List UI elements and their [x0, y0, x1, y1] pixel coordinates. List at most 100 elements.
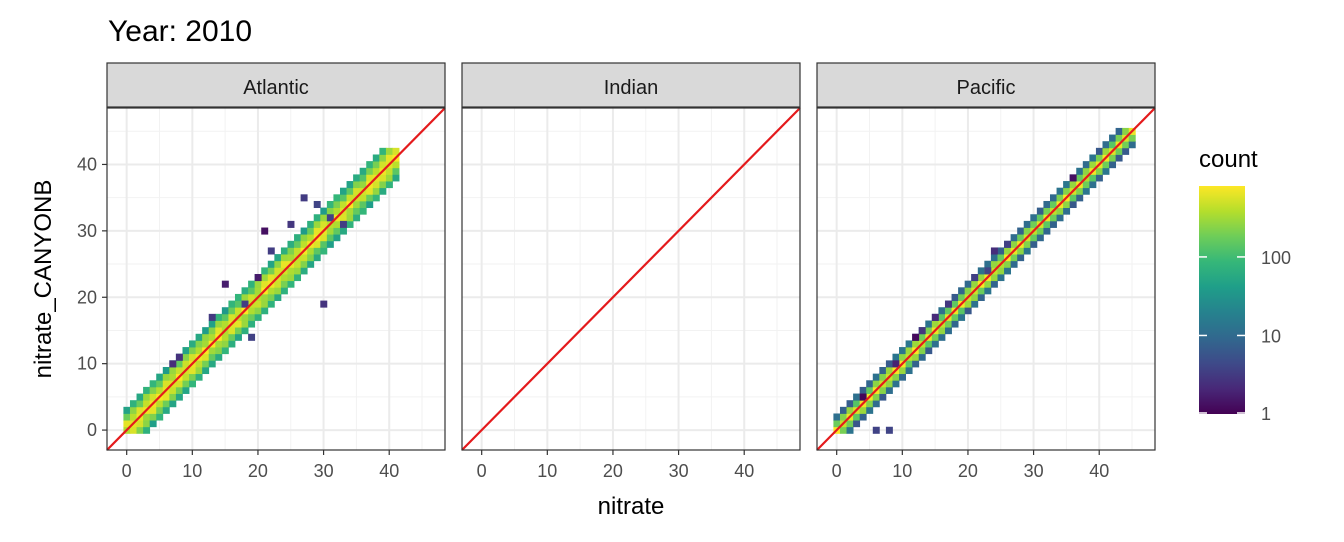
bin-cell [241, 327, 249, 335]
bin-cell [977, 293, 985, 301]
bin-cell [261, 293, 269, 301]
bin-cell [899, 353, 907, 361]
bin-cell [1122, 147, 1130, 155]
bin-cell [320, 247, 328, 255]
bin-cell [149, 380, 157, 388]
bin-cell [1036, 207, 1044, 215]
bin-cell [977, 274, 985, 282]
bin-cell [313, 227, 321, 235]
bin-cell [221, 340, 229, 348]
bin-cell [1109, 161, 1117, 169]
bin-cell [951, 313, 959, 321]
x-tick-label: 30 [1024, 461, 1044, 481]
bin-cell [1030, 220, 1038, 228]
bin-cell [938, 313, 946, 321]
bin-cell [379, 187, 387, 195]
facet-strip [106, 62, 446, 108]
bin-cell [326, 214, 334, 222]
bin-cell [300, 227, 308, 235]
bin-cell [143, 393, 151, 401]
bin-cell [1128, 134, 1136, 142]
bin-cell [958, 293, 966, 301]
bin-cell [234, 307, 242, 315]
bin-cell [885, 360, 893, 368]
bin-cell [346, 207, 354, 215]
bin-cell [918, 327, 926, 335]
bin-cell [366, 187, 374, 195]
legend-title: count [1199, 146, 1258, 173]
bin-cell [944, 327, 952, 335]
bin-cell [359, 181, 367, 189]
bin-cell [1017, 247, 1025, 255]
bin-cell [866, 406, 874, 414]
bin-cell [912, 340, 920, 348]
bin-cell [846, 420, 854, 428]
bin-cell [189, 373, 197, 381]
bin-cell [320, 220, 328, 228]
bin-cell [208, 353, 216, 361]
bin-cell [925, 327, 933, 335]
bin-cell [984, 260, 992, 268]
bin-cell [853, 420, 861, 428]
bin-cell [1049, 194, 1057, 202]
bin-cell [366, 167, 374, 175]
bin-cell [1115, 134, 1123, 142]
bin-cell [326, 200, 334, 209]
bin-cell [333, 207, 341, 215]
bin-cell [1102, 167, 1110, 175]
bin-cell [208, 347, 216, 355]
bin-cell [1122, 127, 1130, 135]
bin-cell [267, 293, 275, 301]
bin-cell [1056, 207, 1064, 215]
bin-cell [241, 300, 249, 308]
y-axis-title: nitrate_CANYONB [30, 180, 57, 379]
bin-cell [307, 234, 315, 242]
bin-cell [366, 194, 374, 202]
bin-cell [1076, 187, 1084, 195]
bin-cell [202, 360, 210, 368]
bin-cell [339, 214, 347, 222]
bin-cell [990, 247, 998, 255]
bin-cell [202, 366, 210, 375]
bin-cell [234, 320, 242, 328]
bin-cell [353, 214, 361, 222]
bin-cell [925, 340, 933, 348]
bin-cell [372, 187, 380, 195]
bin-cell [162, 406, 170, 414]
bin-cell [346, 220, 354, 228]
bin-cell [353, 200, 361, 209]
bin-cell [156, 373, 164, 381]
bin-cell [385, 181, 393, 189]
bin-cell [971, 274, 979, 282]
bin-cell [156, 386, 164, 394]
bin-cell [248, 307, 256, 315]
bin-cell [879, 386, 887, 394]
bin-cell [307, 254, 315, 262]
x-tick-label: 40 [734, 461, 754, 481]
bin-cell [885, 366, 893, 375]
bin-cell [267, 260, 275, 268]
bin-cell [307, 227, 315, 235]
facet-strip [816, 62, 1156, 108]
bin-cell [1063, 200, 1071, 209]
bin-cell [300, 194, 308, 202]
x-tick-label: 30 [669, 461, 689, 481]
bin-cell [944, 307, 952, 315]
bin-cell [859, 393, 867, 401]
bin-cell [1063, 181, 1071, 189]
bin-cell [333, 200, 341, 209]
bin-cell [1095, 147, 1103, 155]
bin-cell [320, 214, 328, 222]
bin-cell [1082, 167, 1090, 175]
bin-cell [885, 386, 893, 394]
x-tick-label: 30 [314, 461, 334, 481]
bin-cell [984, 287, 992, 295]
bin-cell [254, 280, 262, 288]
bin-cell [971, 280, 979, 288]
bin-cell [872, 426, 880, 434]
bin-cell [1030, 240, 1038, 248]
bin-cell [189, 347, 197, 355]
bin-cell [1115, 127, 1123, 135]
bin-cell [307, 247, 315, 255]
bin-cell [892, 353, 900, 361]
